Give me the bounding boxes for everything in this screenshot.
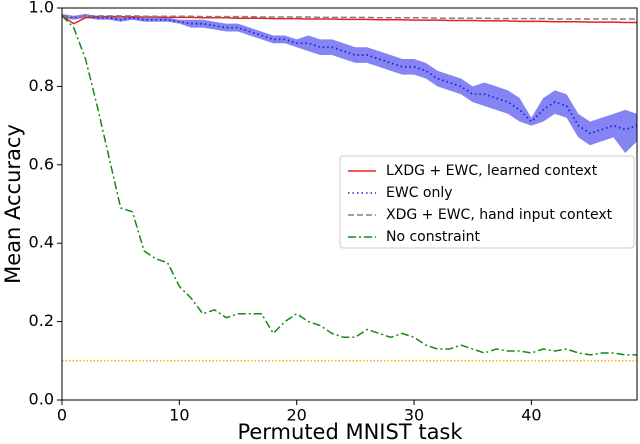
series-line [62, 14, 637, 135]
plot-frame [61, 7, 638, 401]
legend-label: No constraint [386, 229, 481, 245]
y-tick-label: 1.0 [29, 0, 54, 17]
legend-label: LXDG + EWC, learned context [386, 163, 598, 179]
legend-label: EWC only [386, 185, 453, 201]
series-line [62, 15, 637, 20]
legend-label: XDG + EWC, hand input context [386, 207, 613, 223]
y-tick-label: 0.2 [29, 311, 54, 330]
x-tick-label: 40 [521, 406, 541, 425]
series-line [62, 15, 637, 25]
legend-box [339, 155, 635, 249]
x-tick-label: 20 [287, 406, 307, 425]
x-tick-label: 10 [169, 406, 189, 425]
band [62, 13, 637, 154]
y-tick-label: 0.6 [29, 154, 54, 173]
x-axis-label: Permuted MNIST task [237, 420, 463, 444]
y-tick-label: 0.0 [29, 390, 54, 409]
x-tick-label: 30 [404, 406, 424, 425]
series-line [62, 15, 637, 356]
y-tick-label: 0.8 [29, 76, 54, 95]
y-tick-label: 0.4 [29, 233, 54, 252]
x-tick-label: 0 [57, 406, 67, 425]
y-axis-label: Mean Accuracy [1, 124, 25, 284]
